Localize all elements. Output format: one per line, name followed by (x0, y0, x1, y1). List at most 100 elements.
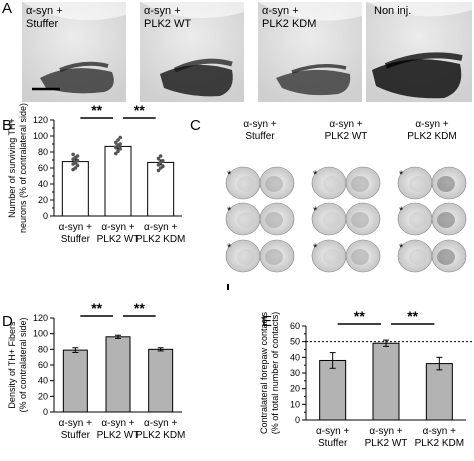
y-tick-label: 0 (43, 211, 48, 221)
data-point (116, 138, 120, 142)
bar (62, 349, 88, 413)
chart-d: 0 20 40 60 80 100 120 Density of TH+ Fibers (% o… (7, 300, 185, 441)
y-tick-label: 0 (43, 407, 48, 417)
x-tick-label: Stuffer (61, 234, 91, 245)
panel-a-label-line1: α-syn + (262, 5, 299, 17)
y-tick-label: 40 (290, 352, 300, 362)
y-axis-label: (% of contralateral side) (18, 317, 28, 412)
significance-label: ** (354, 308, 365, 324)
data-point (118, 142, 122, 146)
data-point (73, 166, 78, 170)
panel-a-letter: A (2, 0, 12, 17)
slice-striatum (409, 212, 427, 228)
x-tick-label: α-syn + (101, 222, 134, 233)
panel-c-col-label: α-syn + (329, 119, 362, 130)
panel-c-col-label: PLK2 KDM (407, 131, 456, 142)
y-axis-label: Number of surviving TH+ (7, 118, 17, 218)
panel-a-label-line2: PLK2 WT (144, 18, 191, 30)
lesion-marker: * (399, 205, 404, 217)
panel-a-image-stuffer (22, 2, 126, 102)
x-tick-label: PLK2 WT (97, 234, 140, 245)
data-point (156, 156, 161, 161)
y-tick-label: 50 (290, 337, 300, 347)
panel-c: C α-syn + Stuffer α-syn + PLK2 WT α-syn … (190, 117, 467, 290)
y-tick-label: 80 (38, 147, 48, 157)
slice-striatum (265, 212, 283, 228)
bar (104, 145, 132, 217)
panel-a-labels: α-syn + Stuffer α-syn + PLK2 WT α-syn + … (26, 5, 411, 30)
panel-a-label-line1: Non inj. (374, 5, 411, 17)
slice-striatum (323, 212, 341, 228)
lesion-marker: * (227, 242, 232, 254)
y-axis-label: Contralateral forepaw contacts (259, 311, 269, 434)
y-tick-label: 100 (33, 329, 48, 339)
significance-label: ** (407, 308, 418, 324)
bar (425, 363, 453, 421)
data-point (118, 135, 122, 140)
lesion-marker: * (399, 169, 404, 181)
data-point (114, 140, 118, 145)
bar (147, 161, 175, 217)
panel-c-col-label: α-syn + (243, 119, 276, 130)
panel-a-label-line1: α-syn + (144, 5, 181, 17)
x-tick-label: PLK2 KDM (136, 430, 185, 441)
y-tick-label: 30 (290, 368, 300, 378)
y-tick-label: 60 (290, 321, 300, 331)
y-tick-label: 20 (38, 195, 48, 205)
slice-striatum (437, 249, 455, 265)
brain-slice: * (397, 166, 467, 200)
slice-striatum (437, 212, 455, 228)
chart-e: 0 10 20 30 40 50 60 Contralateral forepaw conta… (259, 308, 472, 449)
data-point (75, 154, 80, 158)
data-point (75, 163, 80, 168)
slice-striatum (351, 212, 369, 228)
lesion-marker: * (227, 169, 232, 181)
y-tick-label: 20 (38, 391, 48, 401)
lesion-marker: * (313, 169, 318, 181)
y-axis-label: neurons (% of contralateral side) (18, 103, 28, 233)
data-point (156, 168, 161, 173)
panel-a: A α-syn + Stuffer (2, 0, 472, 102)
x-tick-label: α-syn + (369, 426, 402, 437)
panel-a-image-plk2kdm (258, 2, 362, 102)
y-tick-label: 60 (38, 163, 48, 173)
y-tick-label: 10 (290, 399, 300, 409)
panel-c-col-label: PLK2 WT (325, 131, 368, 142)
slice-striatum (351, 176, 369, 192)
slice-striatum (237, 249, 255, 265)
data-point (71, 152, 75, 157)
x-tick-label: α-syn + (101, 418, 134, 429)
data-point (118, 147, 122, 151)
panel-a-label-line2: Stuffer (26, 18, 59, 30)
chart-b: 0 20 40 60 80 100 120 Number of surviving TH+ ne… (7, 102, 185, 245)
slice-striatum (237, 212, 255, 228)
y-tick-label: 100 (33, 131, 48, 141)
panel-a-label-line1: α-syn + (26, 5, 63, 17)
significance-label: ** (91, 300, 102, 316)
slice-striatum (323, 249, 341, 265)
panel-e-letter: E (262, 313, 272, 330)
y-tick-label: 60 (38, 360, 48, 370)
data-point (156, 163, 161, 167)
x-tick-label: PLK2 WT (365, 438, 408, 449)
bar (372, 342, 400, 421)
bar (319, 359, 347, 421)
y-tick-label: 120 (33, 115, 48, 125)
brain-slice: * (397, 239, 467, 273)
panel-d-letter: D (2, 313, 13, 330)
data-point (161, 159, 165, 163)
x-tick-label: α-syn + (59, 418, 92, 429)
slice-striatum (409, 249, 427, 265)
slice-striatum (265, 249, 283, 265)
y-tick-label: 40 (38, 376, 48, 386)
x-tick-label: PLK2 KDM (136, 234, 185, 245)
x-tick-label: α-syn + (316, 426, 349, 437)
panel-c-col-label: Stuffer (245, 131, 275, 142)
panel-c-col-label: α-syn + (415, 119, 448, 130)
panel-a-image-noninj (366, 2, 472, 102)
panel-a-label-line2: PLK2 KDM (262, 18, 316, 30)
y-tick-label: 0 (295, 415, 300, 425)
brain-slice: * (397, 202, 467, 236)
brain-slice: * (225, 166, 295, 200)
x-tick-label: Stuffer (61, 430, 91, 441)
